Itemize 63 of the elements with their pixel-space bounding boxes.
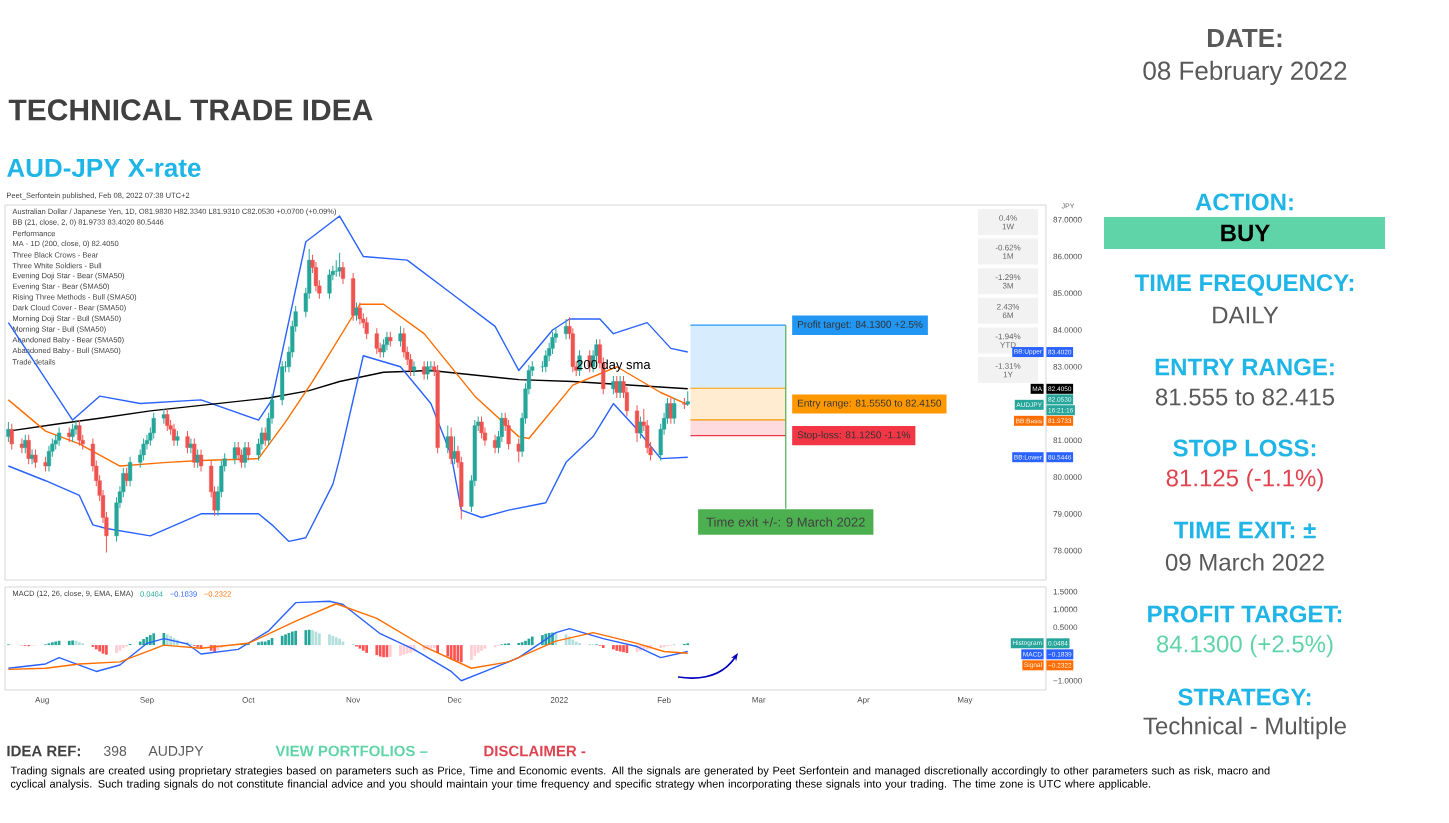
band-label: Profit target: 84.1300 +2.5%: [797, 320, 923, 330]
text: 398: [103, 746, 127, 756]
annotation: -1.31%: [995, 363, 1021, 369]
annotation: YTD: [1000, 342, 1016, 348]
annotation: 1W: [1002, 223, 1014, 230]
x-tick-label: Feb: [657, 697, 671, 703]
y-tick-label: 80.0000: [1053, 474, 1082, 480]
annotation: -1.29%: [995, 274, 1021, 281]
band-label: Entry range: 81.5550 to 82.4150: [797, 399, 942, 409]
text: 08 February 2022: [1143, 60, 1347, 86]
annotation: -0.62%: [995, 244, 1021, 251]
text: IDEA REF:: [7, 745, 80, 757]
x-tick-label: Nov: [346, 697, 361, 703]
x-tick-label: Oct: [242, 697, 255, 703]
x-tick-label: Dec: [448, 697, 462, 703]
text: DATE:: [1207, 29, 1282, 47]
y-tick-label: 84.0000: [1053, 327, 1082, 333]
text: TIME FREQUENCY:: [1134, 274, 1354, 296]
y-tick-label: 86.0000: [1053, 253, 1082, 260]
band-label: Stop-loss: 81.1250 -1.1%: [797, 431, 910, 441]
text: ACTION:: [1195, 193, 1293, 211]
y-tick-label: 1.5000: [1053, 588, 1078, 595]
text: STRATEGY:: [1178, 688, 1311, 706]
x-tick-label: May: [957, 697, 973, 705]
y-tick-label: 81.0000: [1053, 437, 1082, 444]
y-tick-label: 1.0000: [1053, 606, 1078, 613]
text: 81.555 to 82.415: [1155, 388, 1335, 406]
x-tick-label: 2022: [550, 697, 568, 703]
text: AUDJPY: [148, 746, 204, 756]
x-tick-label: Mar: [752, 697, 766, 703]
text: Trading signals are created using proprietary strategies based on parameters such as Price, Time and Economic events. All the signals are generated by Peet Serfontein and managed discretionally accordingly to other parameters such as risk, macro and cyclical analysis. Such trading signals do not constitute financial advice and you should maintain your time frequency and specific strategy when incorporating these signals into your trading. The time zone is UTC where applicable.: [10, 766, 1270, 790]
text: BUY: [1221, 224, 1270, 242]
y-tick-label: 87.0000: [1053, 216, 1082, 223]
text: 09 March 2022: [1165, 553, 1324, 571]
text: 84.1300 (+2.5%): [1156, 634, 1333, 658]
text: ENTRY RANGE:: [1155, 358, 1334, 376]
annotation: 1M: [1003, 253, 1013, 259]
x-tick-label: Sep: [140, 697, 154, 705]
text: 81.125 (-1.1%): [1166, 468, 1323, 492]
text: DISCLAIMER -: [484, 745, 586, 757]
annotation: 1Y: [1003, 371, 1013, 378]
annotation: 6M: [1002, 312, 1013, 319]
y-tick-label: 79.0000: [1053, 510, 1082, 517]
y-tick-label: −1.0000: [1053, 677, 1082, 684]
text: VIEW PORTFOLIOS –: [275, 745, 428, 757]
text: PROFIT TARGET:: [1148, 605, 1342, 623]
annotation: 0.4%: [999, 215, 1017, 221]
annotation: 3M: [1002, 282, 1013, 289]
y-tick-label: 78.0000: [1053, 547, 1082, 554]
x-tick-label: Aug: [35, 697, 49, 705]
ref-line-label: Time exit +/-: 9 March 2022: [706, 517, 865, 527]
y-tick-label: 0.5000: [1053, 624, 1078, 631]
y-tick-label: 85.0000: [1053, 290, 1082, 297]
text: Technical - Multiple: [1143, 716, 1346, 740]
text: STOP LOSS:: [1173, 439, 1316, 457]
text: DAILY: [1213, 306, 1279, 324]
annotation: -1.94%: [995, 333, 1021, 340]
chart-title: TECHNICAL TRADE IDEA: [8, 99, 373, 121]
x-tick-label: Apr: [857, 697, 870, 705]
text: TIME EXIT: ±: [1174, 521, 1316, 539]
chart-subtitle: AUD-JPY X-rate: [7, 158, 201, 178]
annotation: 2.43%: [997, 303, 1020, 310]
y-tick-label: 83.0000: [1053, 363, 1082, 370]
